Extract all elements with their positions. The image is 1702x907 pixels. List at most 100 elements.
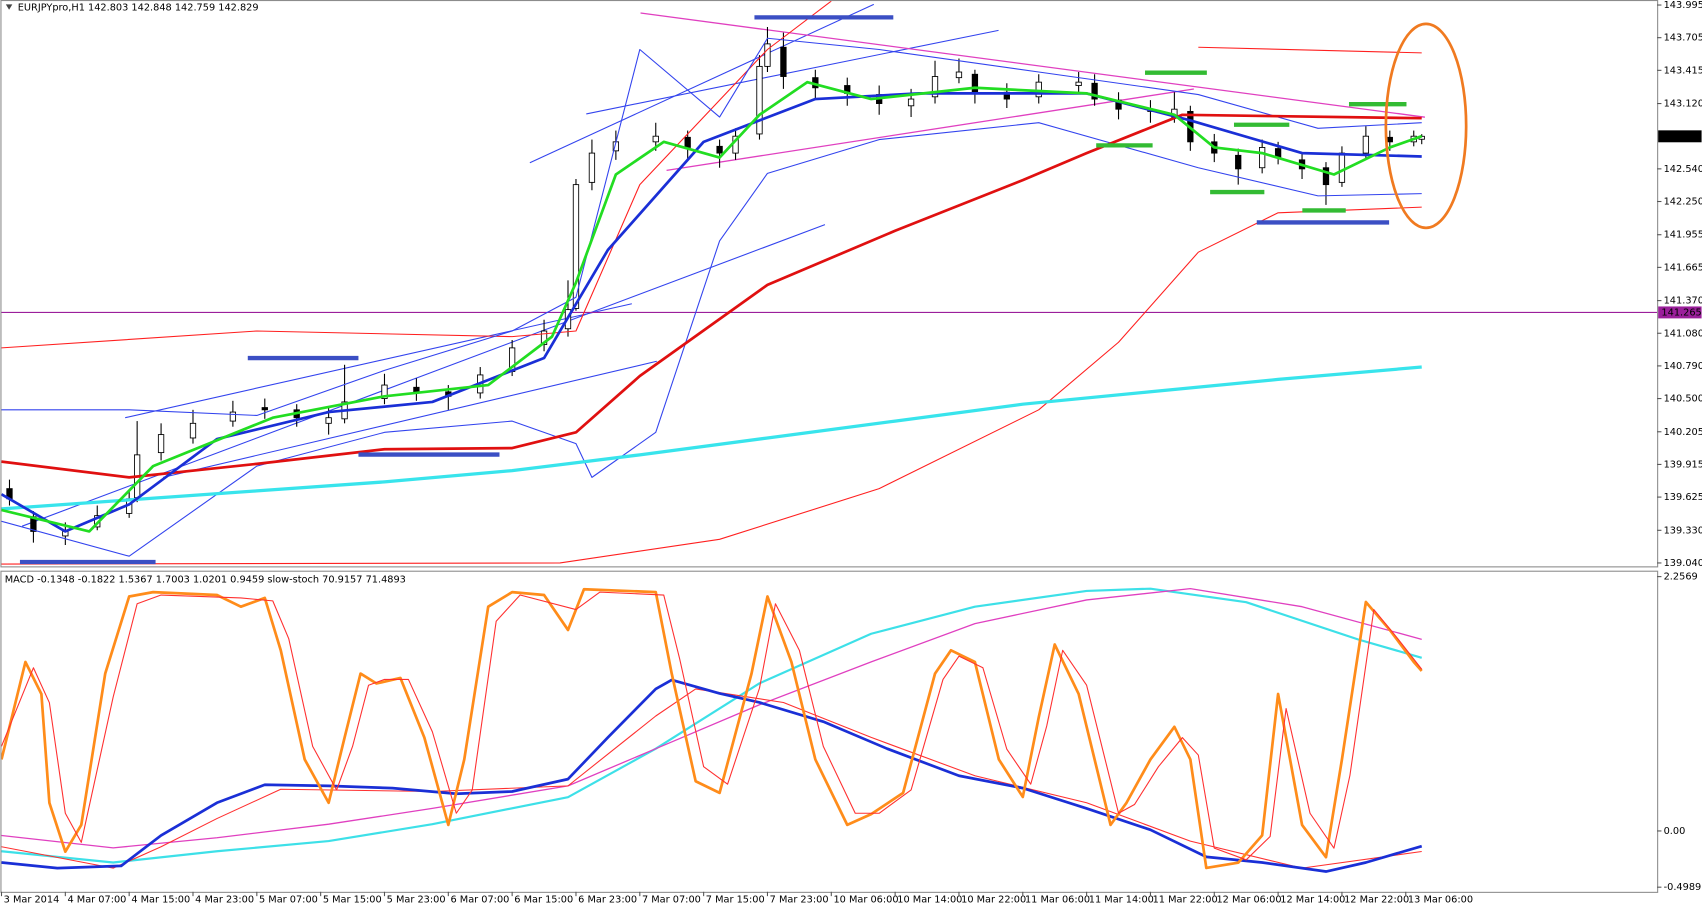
x-tick-label: 12 Mar 14:00 [1280, 894, 1345, 905]
highlight-ellipse [1384, 22, 1468, 230]
trendlines [21, 3, 1426, 527]
y-tick-label: 142.250 [1664, 197, 1702, 208]
indicator-line [1, 588, 1422, 849]
x-tick-label: 6 Mar 15:00 [514, 894, 573, 905]
y-tick-label: 139.625 [1664, 492, 1702, 503]
indicator-plot [1, 587, 1423, 873]
y-tick-label: 143.120 [1664, 99, 1702, 110]
candle-body [955, 71, 963, 79]
trendline [666, 88, 1194, 171]
y-tick-label: -0.4989 [1664, 882, 1702, 893]
y-tick-label: 140.790 [1664, 361, 1702, 372]
candle-body [652, 135, 659, 143]
candle-body [381, 384, 388, 399]
candle-body [1035, 81, 1042, 98]
price-label-box [1658, 130, 1702, 143]
indicator-line [1, 678, 1423, 873]
x-tick-label: 11 Mar 22:00 [1153, 894, 1218, 905]
y-tick-label: 140.500 [1664, 394, 1702, 405]
candle-body [325, 417, 332, 424]
price-plot [1, 1, 1658, 565]
y-tick-label: 141.370 [1664, 296, 1702, 307]
y-tick-label: 139.915 [1664, 459, 1702, 470]
price-label: 142.829 [1661, 131, 1701, 142]
candle-body [157, 434, 165, 454]
level-markers [19, 15, 1468, 565]
y-tick-label: 140.205 [1664, 427, 1702, 438]
y-tick-label: 139.330 [1664, 525, 1702, 536]
candle-body [684, 136, 691, 148]
y-tick-label: 142.540 [1664, 164, 1702, 175]
y-tick-label: 141.955 [1664, 230, 1702, 241]
y-tick-label: 2.2569 [1664, 572, 1698, 583]
candle-body [1386, 136, 1393, 143]
y-tick-label: 143.415 [1664, 65, 1702, 76]
trendline [529, 3, 875, 164]
indicator-line [1, 587, 1423, 870]
candle-body [1362, 135, 1370, 154]
candle-body [756, 65, 763, 135]
level-label: 141.265 [1661, 307, 1701, 318]
y-tick-label: 0.00 [1664, 826, 1686, 837]
candle-body [189, 422, 197, 439]
candle-body [1259, 147, 1266, 169]
candle-body [971, 73, 979, 94]
candle-body [572, 184, 580, 309]
candle-body [931, 76, 939, 98]
candle-body [1091, 82, 1098, 100]
indicator-line [1, 80, 1423, 533]
x-tick-label: 10 Mar 14:00 [897, 894, 962, 905]
y-tick-label: 143.995 [1664, 0, 1702, 11]
x-tick-label: 7 Mar 15:00 [706, 894, 765, 905]
x-tick-label: 12 Mar 22:00 [1344, 894, 1409, 905]
x-tick-label: 13 Mar 06:00 [1408, 894, 1473, 905]
candle-body [1322, 167, 1330, 186]
indicator-line [1, 365, 1422, 511]
x-tick-label: 6 Mar 07:00 [450, 894, 509, 905]
x-tick-label: 6 Mar 23:00 [578, 894, 637, 905]
indicator-line [1, 1, 1422, 349]
x-tick-label: 11 Mar 06:00 [1025, 894, 1090, 905]
candle-body [1338, 152, 1346, 183]
x-tick-label: 12 Mar 06:00 [1216, 894, 1281, 905]
candle-body [540, 330, 548, 345]
candle-body [588, 152, 596, 183]
x-tick-label: 4 Mar 15:00 [131, 894, 190, 905]
trendline [640, 12, 1426, 118]
level-label-box [1658, 306, 1702, 319]
indicator-line [1, 113, 1422, 479]
indicator-panel-frame [0, 570, 1659, 893]
chart-title: EURJPYpro,H1 142.803 142.848 142.759 142… [18, 3, 259, 14]
trendline [21, 224, 826, 527]
candle-body [780, 46, 787, 77]
indicator-line [1, 206, 1422, 565]
indicator-line [1, 122, 1422, 557]
indicator-line [1, 688, 1422, 869]
indicator-title: MACD -0.1348 -0.1822 1.5367 1.7003 1.020… [5, 574, 406, 585]
indicator-line [1, 37, 1422, 416]
candle-body [261, 407, 268, 411]
indicator-line [1, 591, 1423, 861]
y-tick-label: 139.040 [1664, 558, 1702, 569]
trendline [125, 303, 632, 419]
y-tick-label: 143.705 [1664, 33, 1702, 44]
x-tick-label: 7 Mar 07:00 [642, 894, 701, 905]
x-tick-label: 10 Mar 06:00 [833, 894, 898, 905]
menu-icon [5, 4, 13, 10]
x-tick-label: 3 Mar 2014 [4, 894, 60, 905]
candle-body [907, 98, 915, 107]
x-tick-label: 5 Mar 23:00 [387, 894, 446, 905]
x-tick-label: 5 Mar 07:00 [259, 894, 318, 905]
x-tick-label: 11 Mar 14:00 [1089, 894, 1154, 905]
trendline [586, 29, 999, 115]
x-tick-label: 5 Mar 15:00 [323, 894, 382, 905]
x-tick-label: 4 Mar 23:00 [195, 894, 254, 905]
trendline [163, 360, 657, 478]
candle-body [229, 411, 237, 422]
x-tick-label: 7 Mar 23:00 [770, 894, 829, 905]
candle-body [716, 145, 723, 154]
